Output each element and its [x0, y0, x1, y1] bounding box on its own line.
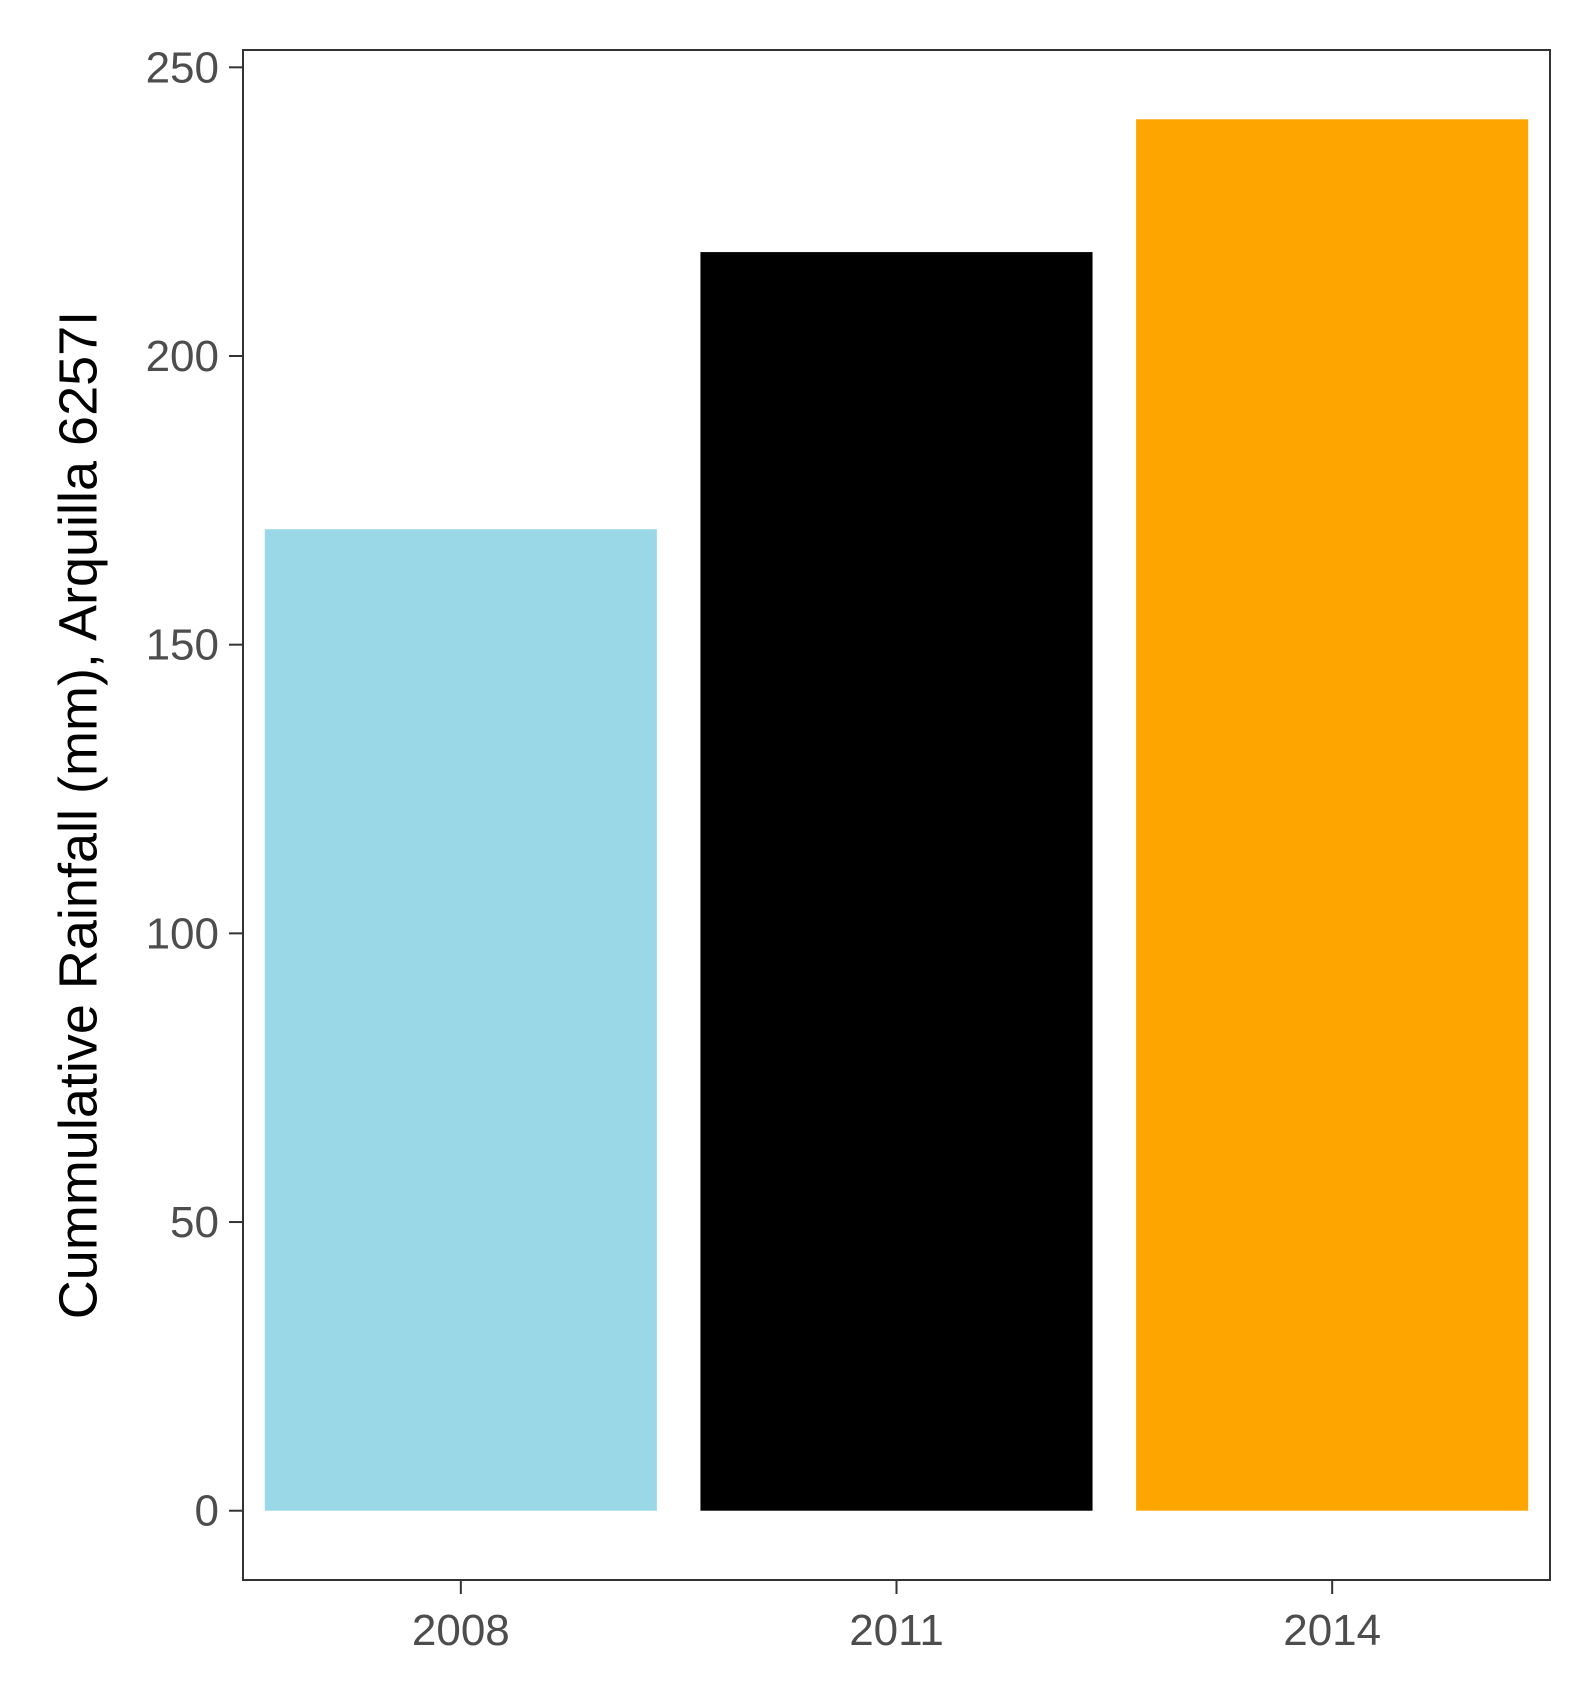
bar-2011: [700, 252, 1093, 1511]
y-axis-title: Cummulative Rainfall (mm), Arquilla 6257…: [48, 311, 108, 1319]
bar-2008: [264, 529, 657, 1511]
y-axis: 0 50 100 150 200 250: [146, 43, 243, 1536]
y-tick-label: 150: [146, 621, 219, 670]
y-tick-label: 50: [170, 1198, 219, 1247]
x-axis: 2008 2011 2014: [412, 1580, 1381, 1655]
x-tick-label: 2014: [1283, 1606, 1381, 1655]
y-tick-label: 100: [146, 909, 219, 958]
bars-group: [264, 119, 1529, 1511]
y-tick-label: 250: [146, 43, 219, 92]
bar-2014: [1136, 119, 1529, 1511]
y-tick-label: 200: [146, 332, 219, 381]
x-tick-label: 2011: [849, 1606, 944, 1655]
y-tick-label: 0: [195, 1487, 219, 1536]
x-tick-label: 2008: [412, 1606, 510, 1655]
